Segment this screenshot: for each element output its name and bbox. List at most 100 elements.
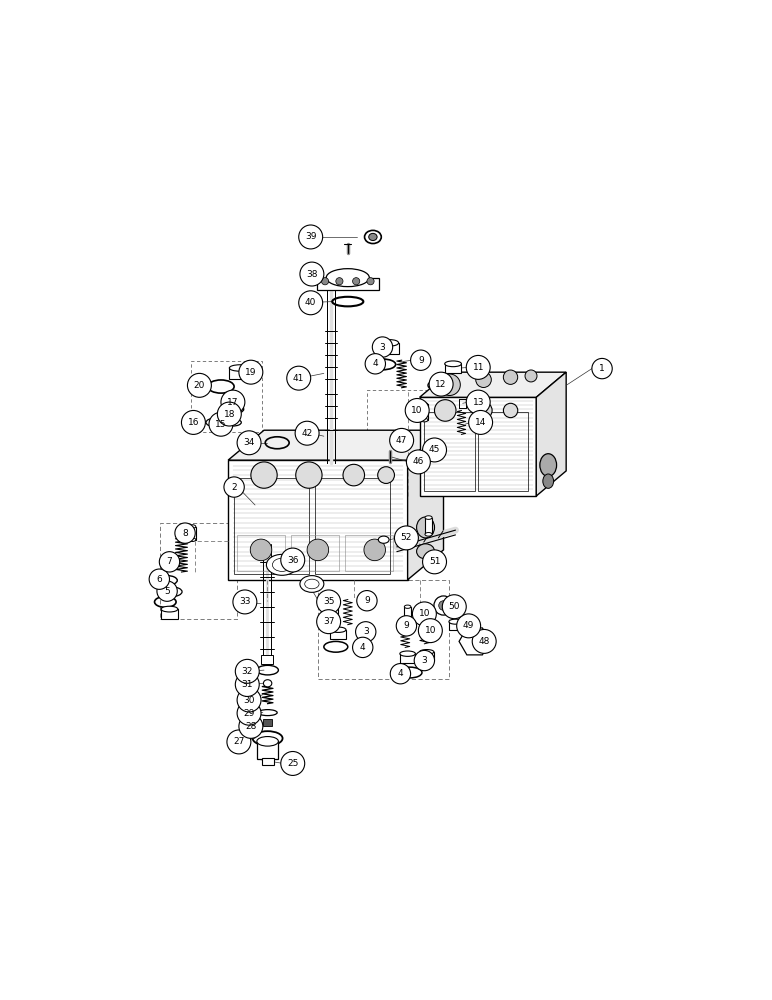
- Bar: [160, 523, 236, 619]
- Text: 4: 4: [373, 359, 378, 368]
- Polygon shape: [420, 372, 566, 397]
- Circle shape: [466, 390, 490, 414]
- Circle shape: [239, 360, 262, 384]
- Text: 41: 41: [293, 374, 304, 383]
- Text: 37: 37: [323, 617, 334, 626]
- Text: 28: 28: [245, 722, 256, 731]
- Bar: [234, 478, 310, 574]
- Bar: [257, 741, 279, 759]
- Bar: [445, 364, 462, 373]
- Bar: [367, 390, 444, 478]
- Bar: [400, 654, 415, 663]
- Text: 10: 10: [411, 406, 423, 415]
- Circle shape: [412, 602, 436, 626]
- Polygon shape: [229, 430, 444, 460]
- Bar: [262, 719, 273, 726]
- Ellipse shape: [327, 269, 369, 287]
- Bar: [331, 609, 338, 622]
- Bar: [421, 404, 428, 420]
- Ellipse shape: [417, 517, 435, 538]
- Bar: [425, 518, 432, 534]
- Ellipse shape: [445, 361, 462, 367]
- Circle shape: [438, 374, 460, 396]
- Bar: [318, 580, 449, 679]
- Circle shape: [317, 590, 340, 614]
- Ellipse shape: [449, 619, 462, 624]
- Circle shape: [221, 390, 245, 414]
- Text: 13: 13: [472, 398, 484, 407]
- Circle shape: [239, 714, 262, 738]
- Bar: [416, 404, 423, 420]
- Bar: [478, 412, 528, 491]
- Bar: [421, 612, 428, 625]
- Bar: [425, 412, 475, 491]
- Circle shape: [296, 462, 322, 488]
- Circle shape: [466, 355, 490, 379]
- Ellipse shape: [206, 418, 224, 427]
- Circle shape: [175, 523, 195, 543]
- Circle shape: [307, 539, 329, 561]
- Bar: [317, 278, 379, 290]
- Circle shape: [396, 616, 417, 636]
- Ellipse shape: [364, 230, 381, 244]
- Circle shape: [209, 412, 233, 436]
- Polygon shape: [408, 430, 444, 580]
- Ellipse shape: [188, 538, 196, 541]
- Text: 49: 49: [463, 621, 474, 630]
- Ellipse shape: [300, 576, 324, 592]
- Ellipse shape: [543, 474, 554, 488]
- Circle shape: [357, 591, 377, 611]
- Circle shape: [250, 539, 272, 561]
- Text: 18: 18: [224, 410, 235, 419]
- Text: 9: 9: [364, 596, 370, 605]
- Circle shape: [299, 291, 323, 315]
- Ellipse shape: [273, 558, 292, 571]
- Ellipse shape: [416, 403, 423, 406]
- Text: 31: 31: [242, 680, 253, 689]
- Circle shape: [469, 410, 493, 434]
- Text: 46: 46: [413, 457, 424, 466]
- Circle shape: [390, 428, 414, 452]
- Ellipse shape: [540, 454, 557, 476]
- Polygon shape: [420, 397, 537, 496]
- Text: 4: 4: [360, 643, 366, 652]
- Polygon shape: [229, 460, 408, 580]
- Text: 38: 38: [306, 270, 317, 279]
- Bar: [261, 655, 273, 664]
- Circle shape: [353, 637, 373, 658]
- Circle shape: [157, 581, 178, 601]
- Text: 48: 48: [479, 637, 490, 646]
- Bar: [191, 361, 262, 432]
- Circle shape: [237, 431, 261, 455]
- Circle shape: [364, 539, 385, 561]
- Text: 9: 9: [404, 621, 409, 630]
- Ellipse shape: [420, 650, 434, 654]
- Circle shape: [406, 450, 430, 474]
- Circle shape: [317, 610, 340, 634]
- Circle shape: [235, 659, 259, 683]
- Circle shape: [300, 262, 324, 286]
- Circle shape: [429, 372, 453, 396]
- Circle shape: [227, 730, 251, 754]
- Circle shape: [442, 595, 466, 619]
- Ellipse shape: [425, 516, 432, 519]
- Circle shape: [372, 337, 393, 357]
- Bar: [262, 758, 273, 765]
- Circle shape: [149, 569, 170, 589]
- Circle shape: [457, 614, 481, 638]
- Bar: [161, 609, 178, 619]
- Ellipse shape: [416, 418, 423, 422]
- Ellipse shape: [257, 737, 279, 746]
- Circle shape: [281, 751, 305, 775]
- Text: 10: 10: [425, 626, 436, 635]
- Circle shape: [415, 650, 435, 671]
- Text: 39: 39: [305, 232, 317, 241]
- Ellipse shape: [405, 605, 411, 608]
- Bar: [449, 622, 462, 630]
- Bar: [188, 527, 196, 540]
- Circle shape: [159, 552, 180, 572]
- Text: 47: 47: [396, 436, 408, 445]
- Ellipse shape: [378, 536, 389, 543]
- Text: 9: 9: [418, 356, 424, 365]
- Bar: [345, 535, 393, 571]
